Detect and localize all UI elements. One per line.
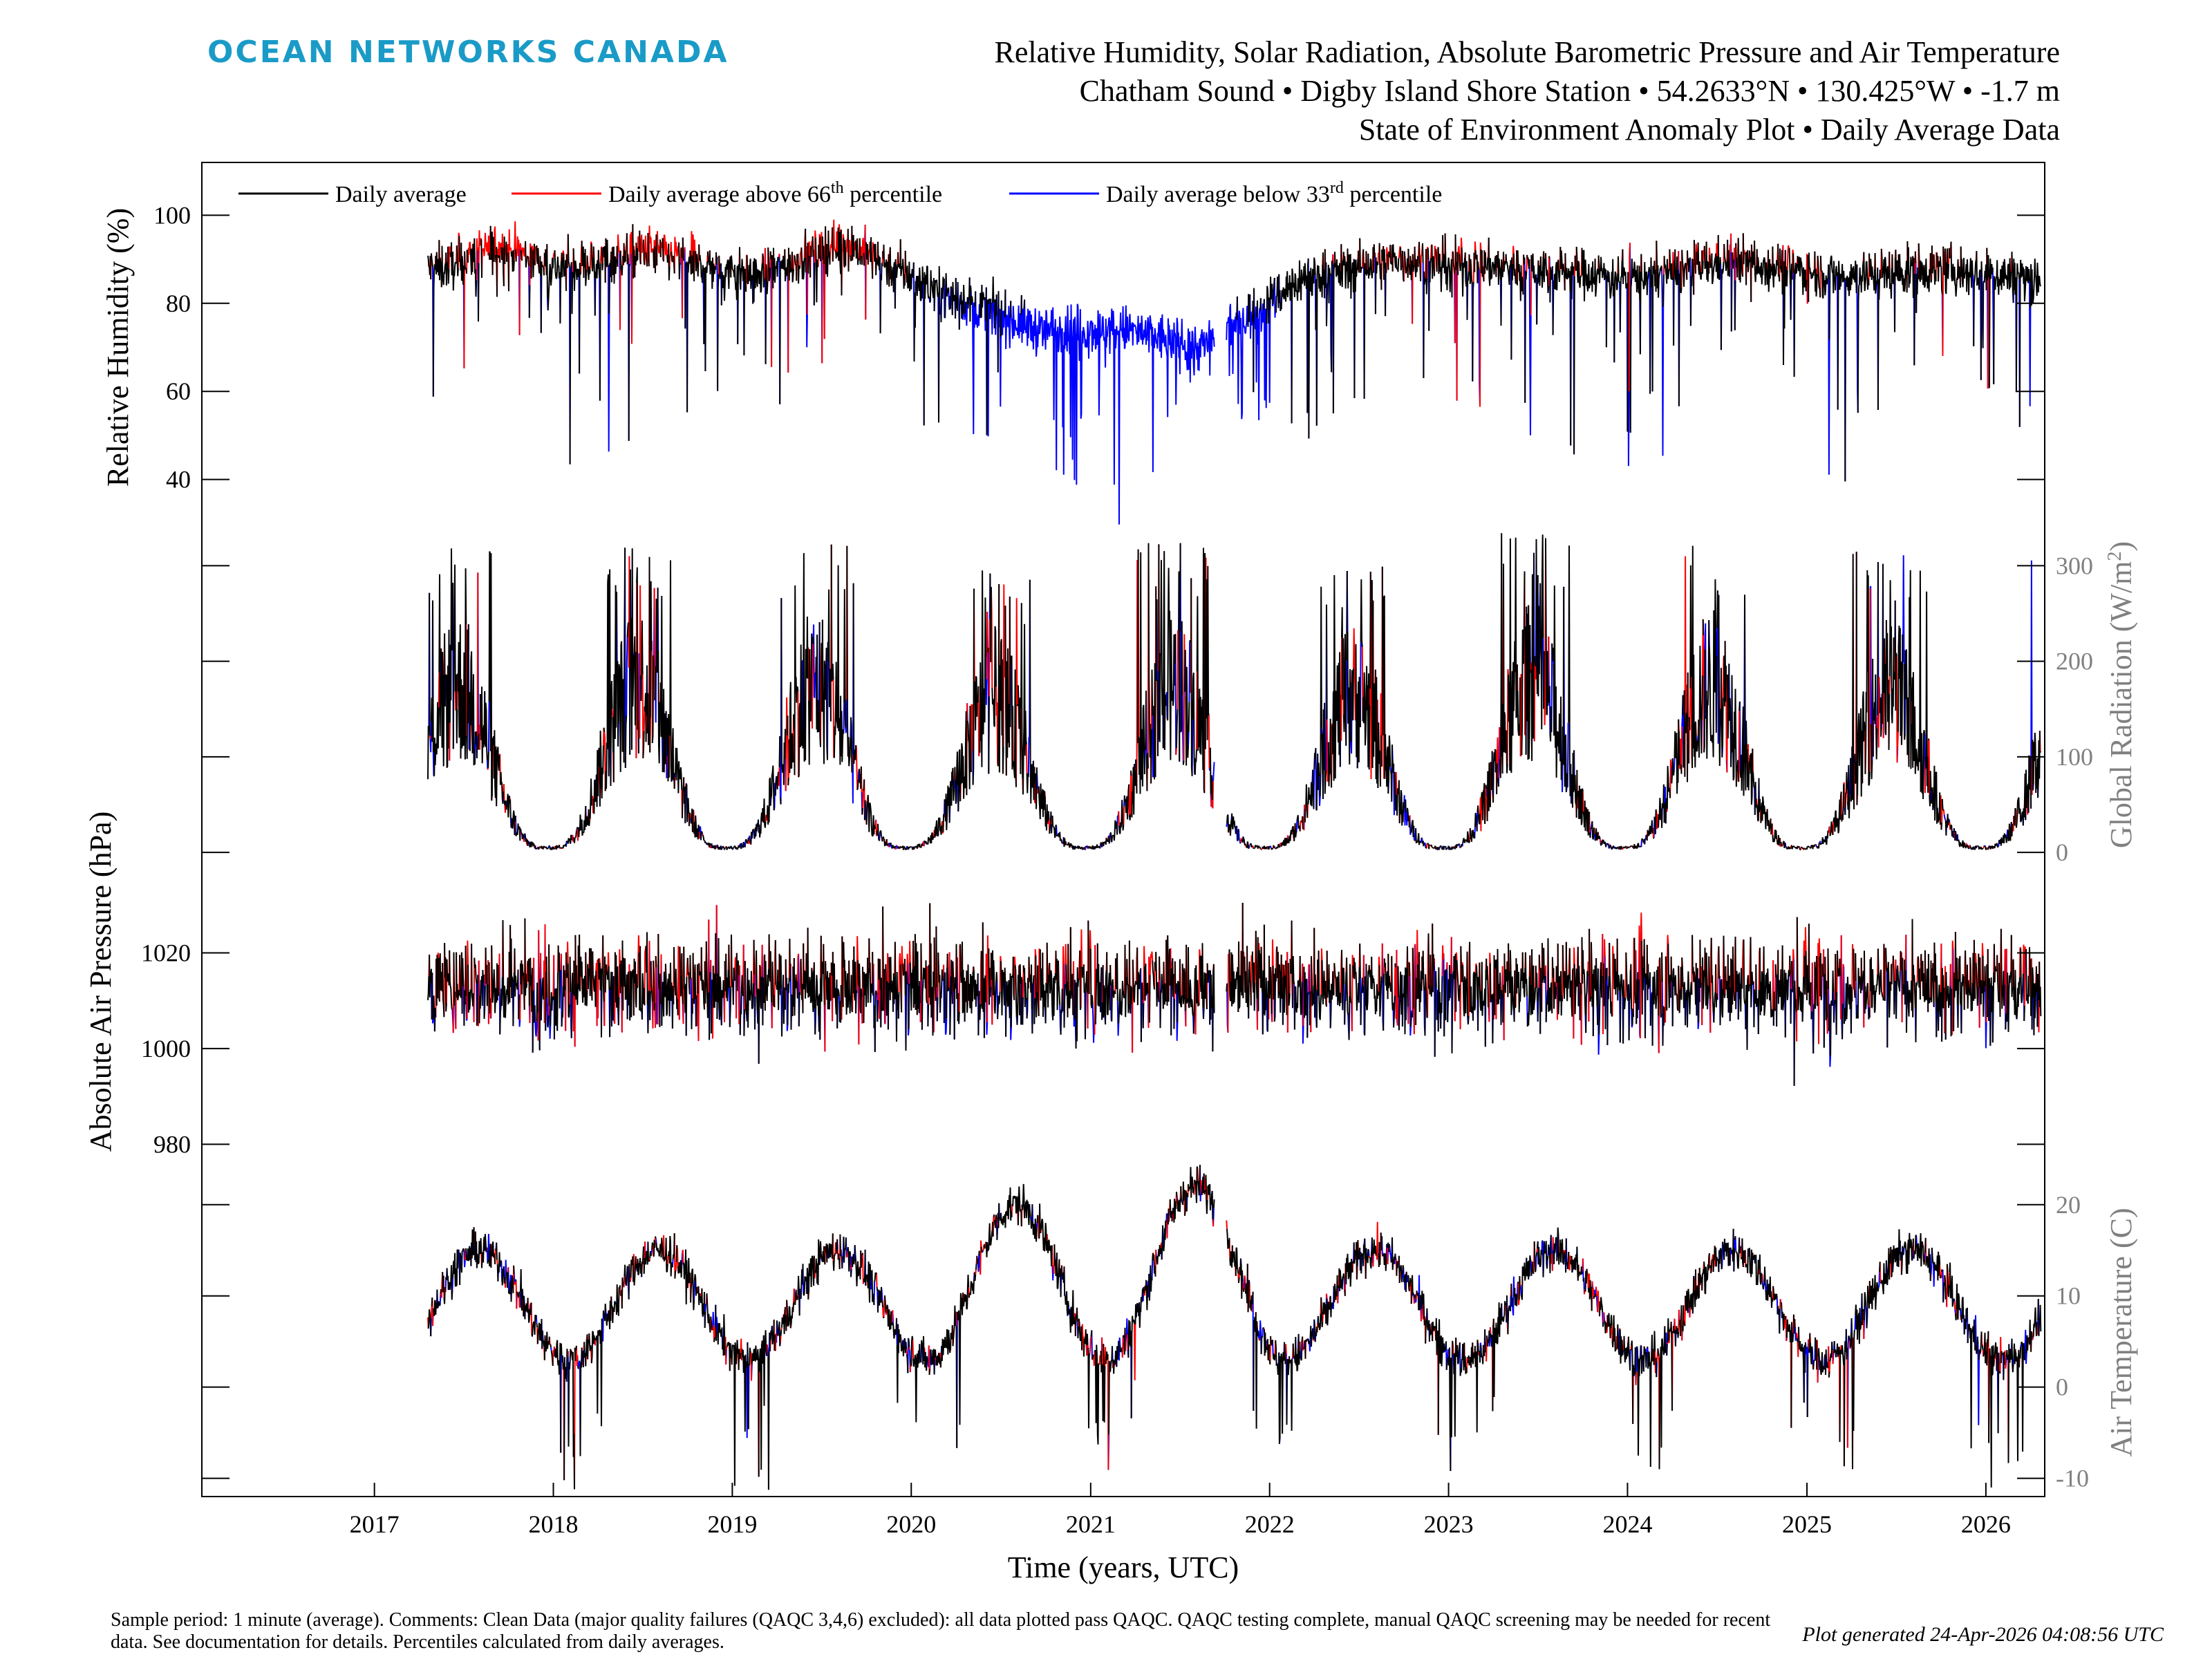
temperature-above-series [427, 1168, 2038, 1490]
humidity-tick-label: 80 [166, 290, 191, 317]
radiation-axis-title-end: ) [2104, 541, 2138, 552]
legend-label-sup: th [831, 179, 844, 197]
temperature-axis-title-text: Air Temperature (C) [2104, 1208, 2138, 1456]
x-tick-label: 2018 [529, 1510, 579, 1538]
pressure-axis-title: Absolute Air Pressure (hPa) [84, 812, 118, 1152]
pressure-tick-label: 1000 [141, 1035, 191, 1062]
x-tick-label: 2024 [1602, 1510, 1652, 1538]
legend-label-end: percentile [1344, 182, 1443, 207]
plot-title-line-3: State of Environment Anomaly Plot • Dail… [1358, 113, 2060, 147]
radiation-tick-label: 0 [2056, 838, 2068, 866]
x-tick-label: 2025 [1782, 1510, 1832, 1538]
temperature-tick-label: 20 [2056, 1191, 2081, 1219]
temperature-average-series [427, 1165, 2042, 1490]
temperature-axis-title: Air Temperature (C) [2104, 1208, 2138, 1456]
humidity-tick-label: 60 [166, 377, 191, 405]
humidity-axis-title: Relative Humidity (%) [101, 208, 135, 487]
legend-label-text: Daily average below 33 [1106, 182, 1330, 207]
pressure-tick-label: 980 [153, 1130, 191, 1158]
humidity-tick-label: 100 [153, 201, 191, 229]
plot-frame [201, 162, 2045, 1497]
x-tick-label: 2020 [886, 1510, 936, 1538]
x-tick-label: 2019 [707, 1510, 757, 1538]
x-tick-label: 2026 [1961, 1510, 2011, 1538]
legend-label-text: Daily average [335, 182, 467, 207]
footer-note: Sample period: 1 minute (average). Comme… [111, 1609, 1771, 1653]
temperature-tick-label: 0 [2056, 1374, 2068, 1401]
temperature-below-series [430, 1165, 2040, 1472]
temperature-tick-label: 10 [2056, 1282, 2081, 1310]
radiation-tick-label: 200 [2056, 648, 2093, 675]
plot-title-line-1: Relative Humidity, Solar Radiation, Abso… [994, 35, 2060, 69]
radiation-axis-title-text: Global Radiation (W/m [2104, 561, 2138, 848]
radiation-tick-label: 100 [2056, 743, 2093, 771]
humidity-average-series [427, 224, 2042, 482]
legend-label: Daily average above 66th percentile [608, 179, 942, 207]
generated-timestamp: Plot generated 24-Apr-2026 04:08:56 UTC [1802, 1623, 2164, 1646]
plot-title-line-2: Chatham Sound • Digby Island Shore Stati… [1079, 74, 2060, 108]
legend-label: Daily average [335, 182, 467, 207]
radiation-average-series [427, 533, 2042, 851]
radiation-axis-title-sup: 2 [2104, 552, 2126, 561]
x-tick-label: 2017 [350, 1510, 400, 1538]
pressure-average-series [427, 902, 2042, 1086]
x-tick-label: 2023 [1424, 1510, 1474, 1538]
plot-title-block: Relative Humidity, Solar Radiation, Abso… [995, 33, 2060, 149]
temperature-tick-label: -10 [2056, 1465, 2089, 1492]
x-tick-label: 2022 [1245, 1510, 1295, 1538]
humidity-above-series [429, 219, 2013, 407]
legend-label-sup: rd [1330, 179, 1344, 197]
legend-label-end: percentile [844, 182, 943, 207]
radiation-axis-title: Global Radiation (W/m2) [2104, 541, 2139, 848]
organization-logo-text: OCEAN NETWORKS CANADA [207, 35, 729, 70]
radiation-tick-label: 300 [2056, 552, 2093, 579]
legend-label-text: Daily average above 66 [608, 182, 831, 207]
x-axis-title: Time (years, UTC) [1008, 1550, 1239, 1584]
humidity-tick-label: 40 [166, 466, 191, 494]
legend-label: Daily average below 33rd percentile [1106, 179, 1442, 207]
x-tick-label: 2021 [1066, 1510, 1116, 1538]
pressure-tick-label: 1020 [141, 939, 191, 966]
